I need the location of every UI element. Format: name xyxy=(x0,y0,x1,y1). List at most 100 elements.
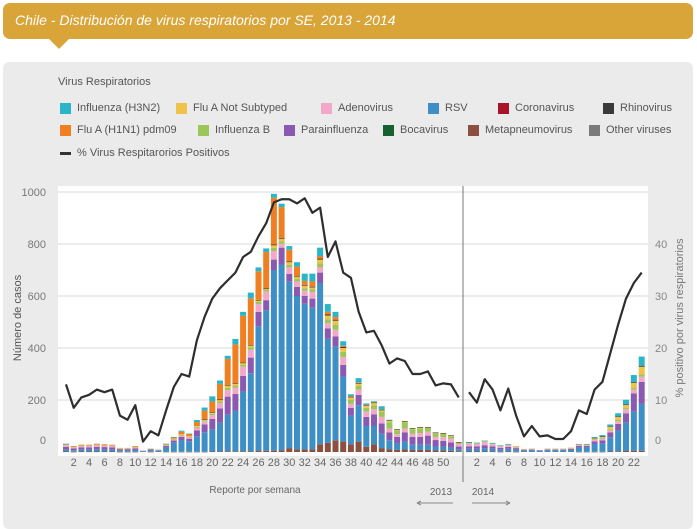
bar-segment[interactable] xyxy=(371,401,377,403)
bar-segment[interactable] xyxy=(301,273,308,281)
bar-segment[interactable] xyxy=(247,349,254,358)
bar-segment[interactable] xyxy=(217,408,223,423)
bar-segment[interactable] xyxy=(607,426,614,430)
bar-segment[interactable] xyxy=(615,416,622,421)
bar-segment[interactable] xyxy=(301,290,308,296)
bar-segment[interactable] xyxy=(455,451,462,452)
bar-segment[interactable] xyxy=(286,262,293,265)
bar-segment[interactable] xyxy=(240,366,247,376)
bar-segment[interactable] xyxy=(224,384,231,386)
bar-segment[interactable] xyxy=(109,451,116,453)
bar-segment[interactable] xyxy=(170,439,177,441)
bar-segment[interactable] xyxy=(599,451,606,453)
bar-segment[interactable] xyxy=(394,436,401,444)
bar-segment[interactable] xyxy=(255,304,262,312)
bar-segment[interactable] xyxy=(324,442,331,452)
bar-segment[interactable] xyxy=(455,442,462,444)
bar-segment[interactable] xyxy=(440,433,447,434)
bar-segment[interactable] xyxy=(201,407,208,411)
bar-segment[interactable] xyxy=(630,382,637,383)
bar-segment[interactable] xyxy=(489,446,496,449)
bar-segment[interactable] xyxy=(109,449,116,452)
bar-segment[interactable] xyxy=(409,433,416,437)
bar-segment[interactable] xyxy=(432,432,439,434)
bar-segment[interactable] xyxy=(170,451,177,453)
bar-segment[interactable] xyxy=(116,449,123,451)
bar-segment[interactable] xyxy=(193,427,200,431)
bar-segment[interactable] xyxy=(209,411,216,413)
bar-segment[interactable] xyxy=(224,414,231,452)
bar-segment[interactable] xyxy=(363,416,370,426)
bar-segment[interactable] xyxy=(286,246,293,250)
bar-segment[interactable] xyxy=(489,444,496,447)
bar-segment[interactable] xyxy=(93,446,100,450)
bar-segment[interactable] xyxy=(363,407,370,412)
bar-segment[interactable] xyxy=(630,411,637,451)
bar-segment[interactable] xyxy=(101,445,108,448)
bar-segment[interactable] xyxy=(263,288,270,291)
bar-segment[interactable] xyxy=(607,426,614,427)
bar-segment[interactable] xyxy=(232,451,239,452)
bar-segment[interactable] xyxy=(209,418,216,430)
bar-segment[interactable] xyxy=(101,444,108,446)
bar-segment[interactable] xyxy=(371,402,377,403)
bar-segment[interactable] xyxy=(116,448,123,450)
bar-segment[interactable] xyxy=(386,419,393,421)
bar-segment[interactable] xyxy=(209,396,216,402)
bar-segment[interactable] xyxy=(623,399,629,405)
bar-segment[interactable] xyxy=(317,263,324,268)
bar-segment[interactable] xyxy=(623,409,629,414)
bar-segment[interactable] xyxy=(209,401,216,412)
bar-segment[interactable] xyxy=(615,423,622,431)
bar-segment[interactable] xyxy=(607,451,614,453)
bar-segment[interactable] xyxy=(466,442,472,444)
legend-item[interactable]: Influenza B xyxy=(198,124,270,136)
bar-segment[interactable] xyxy=(505,443,512,445)
bar-segment[interactable] xyxy=(240,391,247,452)
bar-segment[interactable] xyxy=(270,450,277,452)
bar-segment[interactable] xyxy=(417,428,424,434)
bar-segment[interactable] xyxy=(209,412,216,414)
bar-segment[interactable] xyxy=(294,286,300,296)
bar-segment[interactable] xyxy=(217,451,223,452)
bar-segment[interactable] xyxy=(178,436,185,441)
bar-segment[interactable] xyxy=(386,422,393,429)
bar-segment[interactable] xyxy=(332,440,339,452)
bar-segment[interactable] xyxy=(432,440,439,447)
legend-item[interactable]: Adenovirus xyxy=(321,102,393,114)
bar-segment[interactable] xyxy=(224,355,231,359)
bar-segment[interactable] xyxy=(317,258,324,260)
bar-segment[interactable] xyxy=(270,270,277,451)
bar-segment[interactable] xyxy=(340,364,347,377)
bar-segment[interactable] xyxy=(247,298,254,346)
bar-segment[interactable] xyxy=(615,451,622,452)
bar-segment[interactable] xyxy=(347,403,354,408)
bar-segment[interactable] xyxy=(505,451,512,453)
bar-segment[interactable] xyxy=(448,435,454,436)
bar-segment[interactable] xyxy=(263,288,270,290)
bar-segment[interactable] xyxy=(186,437,193,439)
bar-segment[interactable] xyxy=(378,433,385,449)
bar-segment[interactable] xyxy=(424,427,431,432)
bar-segment[interactable] xyxy=(186,434,193,437)
bar-segment[interactable] xyxy=(124,450,131,452)
bar-segment[interactable] xyxy=(552,448,559,450)
bar-segment[interactable] xyxy=(178,451,185,453)
bar-segment[interactable] xyxy=(132,448,139,450)
bar-segment[interactable] xyxy=(78,446,85,448)
bar-segment[interactable] xyxy=(240,375,247,392)
bar-segment[interactable] xyxy=(309,281,316,287)
bar-segment[interactable] xyxy=(440,433,447,438)
bar-segment[interactable] xyxy=(386,449,393,452)
bar-segment[interactable] xyxy=(568,447,575,449)
bar-segment[interactable] xyxy=(163,445,170,447)
bar-segment[interactable] xyxy=(255,326,262,451)
bar-segment[interactable] xyxy=(86,444,93,446)
bar-segment[interactable] xyxy=(417,427,424,429)
bar-segment[interactable] xyxy=(455,449,462,452)
bar-segment[interactable] xyxy=(278,238,285,240)
legend-item[interactable]: Parainfluenza xyxy=(284,124,368,136)
bar-segment[interactable] xyxy=(417,433,424,437)
bar-segment[interactable] xyxy=(440,450,447,452)
bar-segment[interactable] xyxy=(324,328,331,339)
